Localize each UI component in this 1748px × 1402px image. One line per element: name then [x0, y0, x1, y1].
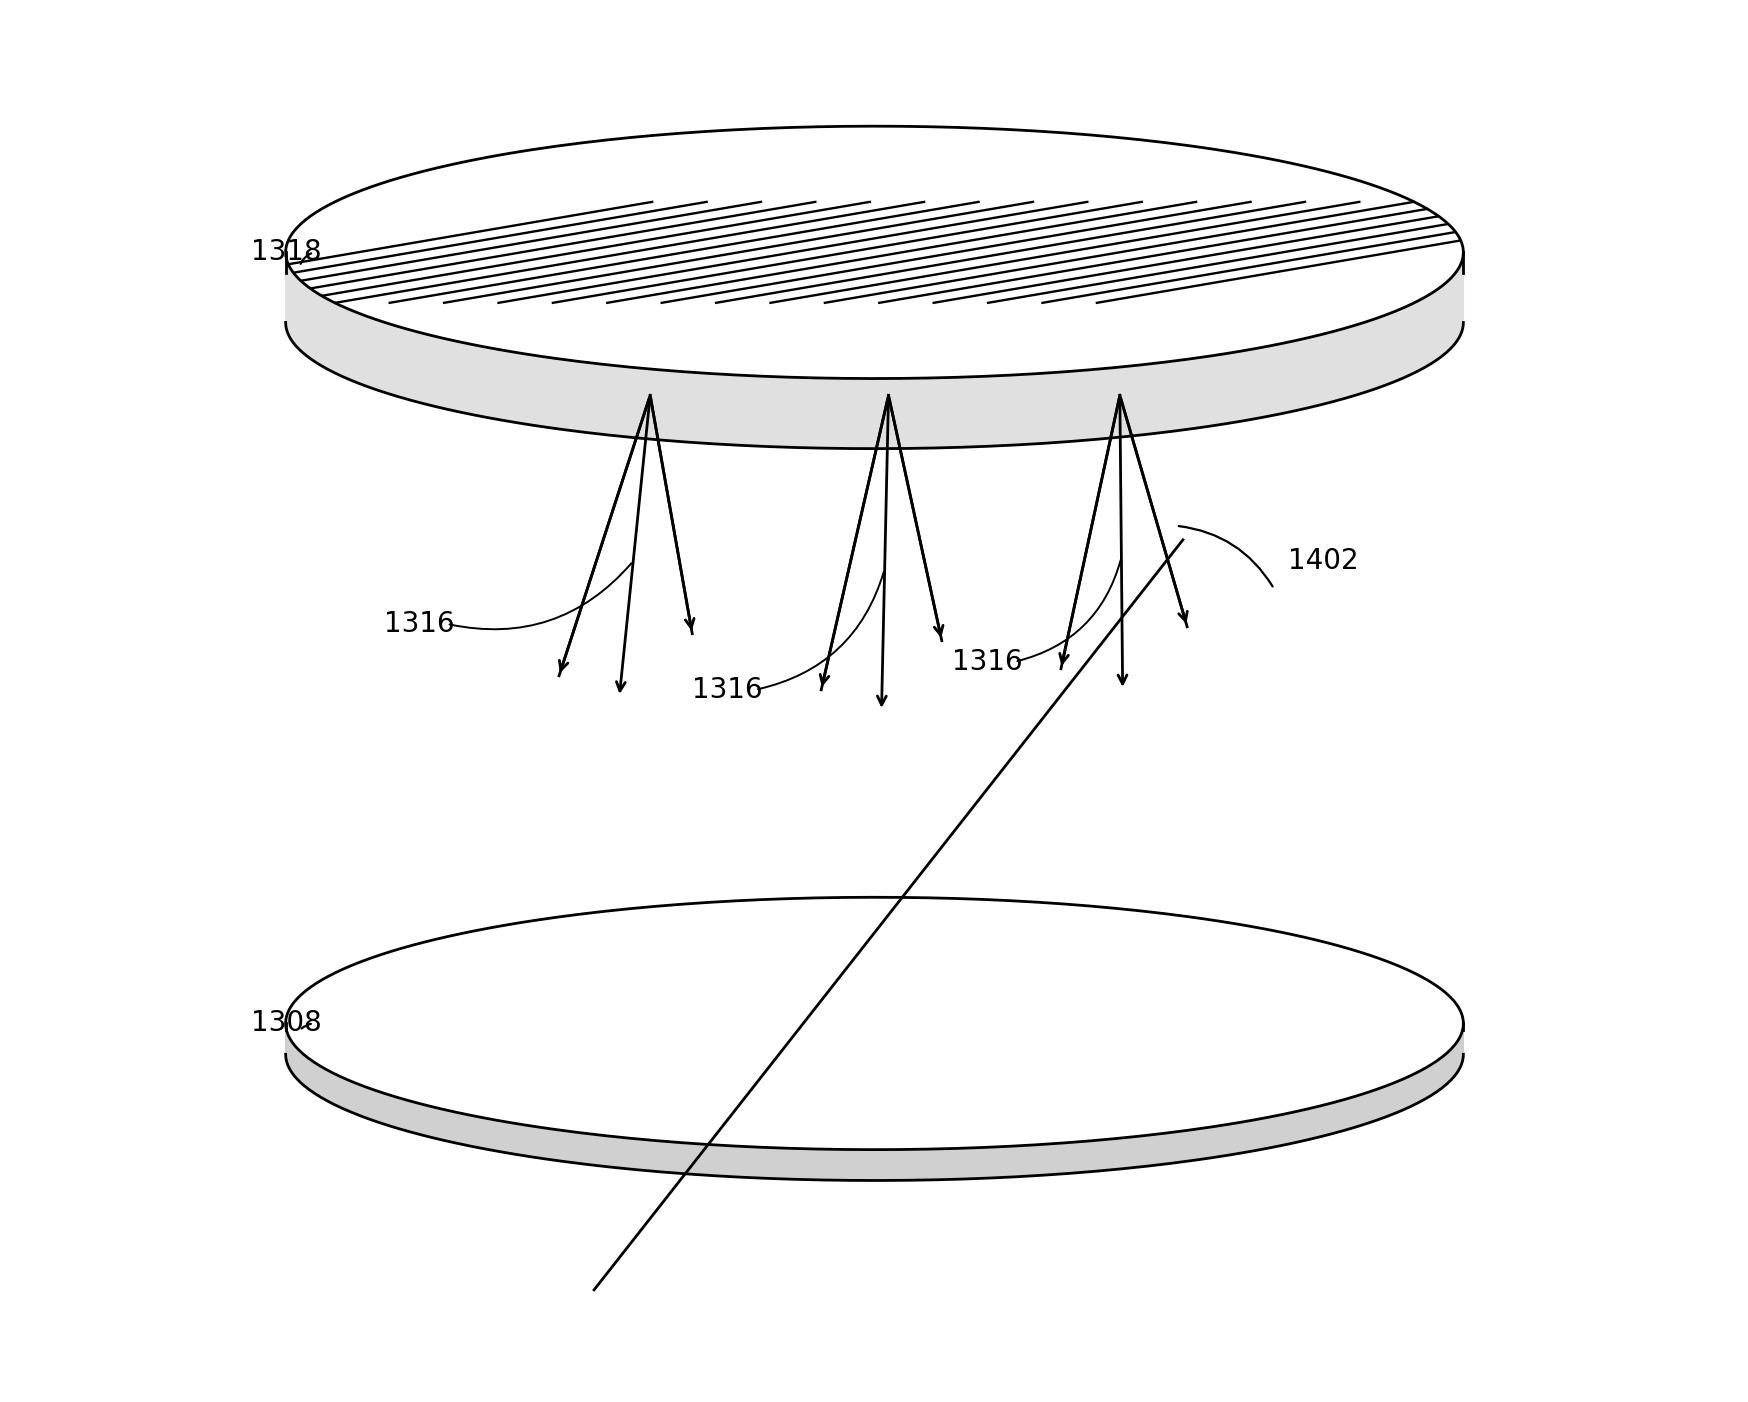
Text: 1316: 1316	[383, 610, 454, 638]
Text: 1308: 1308	[250, 1009, 322, 1037]
Text: 1316: 1316	[692, 676, 762, 704]
Text: 1318: 1318	[250, 238, 322, 266]
Text: 1316: 1316	[951, 648, 1021, 676]
Polygon shape	[285, 1023, 1463, 1180]
Polygon shape	[285, 252, 1463, 449]
Polygon shape	[285, 126, 1463, 379]
Text: 1402: 1402	[1287, 547, 1358, 575]
Polygon shape	[285, 897, 1463, 1150]
